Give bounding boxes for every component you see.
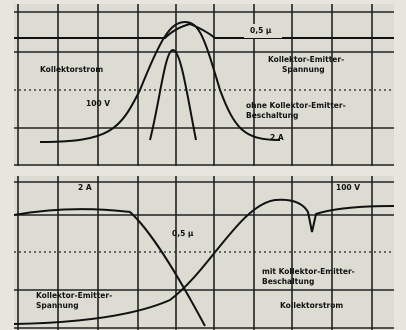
- bottom-panel: 2 A 100 V 0,5 µ mit Kollektor-Emitter- B…: [14, 176, 394, 330]
- voltage-label: Spannung: [36, 301, 79, 310]
- time-label: 0,5 µ: [250, 26, 272, 35]
- voltage-label: Spannung: [282, 65, 325, 74]
- oscillogram-figure: 0,5 µ Kollektorstrom Kollektor-Emitter- …: [0, 0, 406, 330]
- voltage-label: Kollektor-Emitter-: [36, 291, 112, 300]
- voltage-label: Kollektor-Emitter-: [268, 55, 344, 64]
- current-label: Kollektorstrom: [40, 65, 103, 74]
- current-scale: 2 A: [270, 133, 284, 142]
- voltage-scale: 100 V: [336, 183, 360, 192]
- top-panel: 0,5 µ Kollektorstrom Kollektor-Emitter- …: [14, 4, 394, 166]
- condition-label: ohne Kollektor-Emitter-: [246, 101, 346, 110]
- current-label: Kollektorstrom: [280, 301, 343, 310]
- time-label: 0,5 µ: [172, 229, 194, 238]
- current-scale: 2 A: [78, 183, 92, 192]
- condition-label: Beschaltung: [262, 277, 314, 286]
- condition-label: mit Kollektor-Emitter-: [262, 267, 355, 276]
- voltage-scale: 100 V: [86, 99, 110, 108]
- condition-label: Beschaltung: [246, 111, 298, 120]
